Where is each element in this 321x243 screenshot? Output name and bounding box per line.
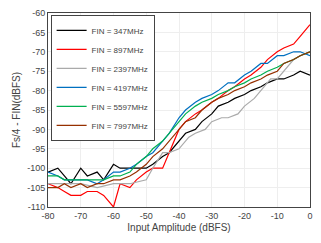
svg-text:FIN = 897MHz: FIN = 897MHz: [92, 46, 144, 55]
svg-text:0: 0: [307, 211, 312, 221]
svg-text:-60: -60: [32, 8, 45, 18]
svg-text:-10: -10: [271, 211, 284, 221]
svg-text:FIN = 2397MHz: FIN = 2397MHz: [92, 65, 148, 74]
svg-text:-30: -30: [205, 211, 218, 221]
svg-text:-100: -100: [27, 163, 45, 173]
svg-text:FIN = 347MHz: FIN = 347MHz: [92, 27, 144, 36]
svg-text:-50: -50: [140, 211, 153, 221]
svg-text:Fs/4 - FIN(dBFS): Fs/4 - FIN(dBFS): [11, 72, 22, 148]
svg-text:-65: -65: [32, 28, 45, 38]
svg-text:-110: -110: [28, 202, 45, 212]
svg-text:-85: -85: [32, 105, 45, 115]
svg-text:FIN = 4197MHz: FIN = 4197MHz: [92, 84, 148, 93]
svg-text:-70: -70: [32, 47, 45, 57]
svg-text:Input Amplitude (dBFS): Input Amplitude (dBFS): [127, 222, 230, 233]
svg-text:-20: -20: [238, 211, 251, 221]
svg-text:-40: -40: [172, 211, 185, 221]
svg-text:FIN = 7997MHz: FIN = 7997MHz: [92, 122, 148, 131]
svg-text:-80: -80: [41, 211, 54, 221]
svg-text:-105: -105: [27, 183, 45, 193]
svg-text:-60: -60: [107, 211, 120, 221]
svg-text:-75: -75: [32, 66, 45, 76]
svg-text:-70: -70: [74, 211, 87, 221]
svg-text:-95: -95: [32, 144, 45, 154]
svg-text:-90: -90: [32, 125, 45, 135]
svg-text:-80: -80: [32, 86, 45, 96]
svg-text:FIN = 5597MHz: FIN = 5597MHz: [92, 103, 148, 112]
